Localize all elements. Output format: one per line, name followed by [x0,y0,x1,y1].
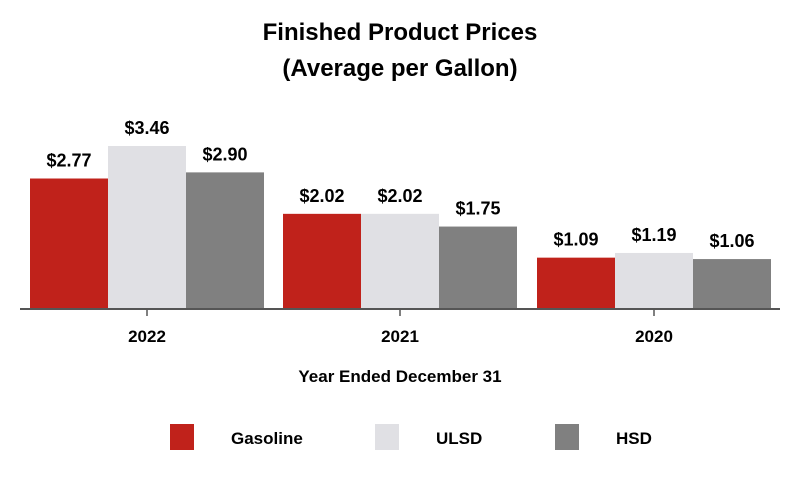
legend-swatch-hsd [555,424,579,450]
legend-label-gasoline: Gasoline [231,429,303,448]
legend-label-hsd: HSD [616,429,652,448]
x-tick-label-2022: 2022 [128,327,166,346]
legend-label-ulsd: ULSD [436,429,482,448]
bar-gasoline-2021 [283,213,361,309]
x-tick-label-2021: 2021 [381,327,419,346]
bar-hsd-2022 [186,172,264,309]
data-label-gasoline-2021: $2.02 [299,186,344,206]
chart-subtitle: (Average per Gallon) [282,55,517,82]
legend: Gasoline ULSD HSD [170,424,652,450]
x-tick-label-2020: 2020 [635,327,673,346]
chart-title: Finished Product Prices [263,19,538,46]
data-label-gasoline-2022: $2.77 [46,151,91,171]
x-ticks-group: 2022 2021 2020 [128,309,673,346]
data-label-hsd-2022: $2.90 [202,144,247,164]
data-label-ulsd-2020: $1.19 [631,225,676,245]
bar-gasoline-2022 [30,178,108,309]
bar-ulsd-2020 [615,252,693,309]
bar-gasoline-2020 [537,257,615,309]
data-label-ulsd-2021: $2.02 [377,186,422,206]
data-label-hsd-2021: $1.75 [455,199,500,219]
legend-swatch-gasoline [170,424,194,450]
data-label-gasoline-2020: $1.09 [553,230,598,250]
data-label-hsd-2020: $1.06 [709,231,754,251]
bar-ulsd-2021 [361,213,439,309]
data-label-ulsd-2022: $3.46 [124,118,169,138]
bars-group: $2.77 $3.46 $2.90 $2.02 $2.02 $1.75 $1.09 $1.19… [30,118,771,309]
bar-ulsd-2022 [108,146,186,309]
bar-hsd-2021 [439,226,517,309]
x-axis-label: Year Ended December 31 [298,367,501,386]
legend-swatch-ulsd [375,424,399,450]
bar-hsd-2020 [693,259,771,309]
